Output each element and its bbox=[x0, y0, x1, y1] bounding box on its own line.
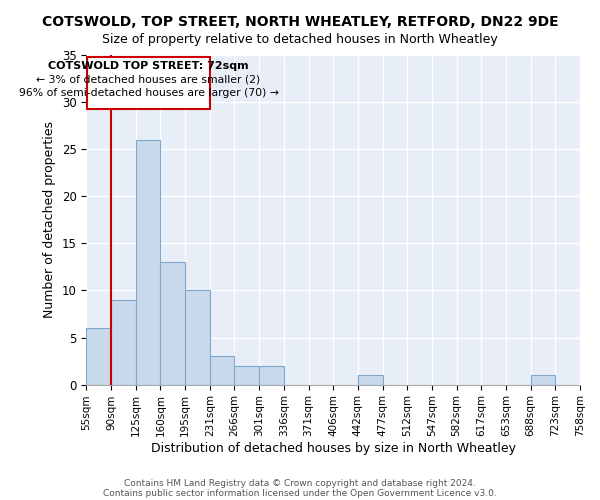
Text: Contains public sector information licensed under the Open Government Licence v3: Contains public sector information licen… bbox=[103, 488, 497, 498]
Bar bbox=[530, 375, 556, 384]
Bar bbox=[358, 375, 383, 384]
Bar bbox=[185, 290, 210, 384]
Text: COTSWOLD, TOP STREET, NORTH WHEATLEY, RETFORD, DN22 9DE: COTSWOLD, TOP STREET, NORTH WHEATLEY, RE… bbox=[41, 15, 559, 29]
Y-axis label: Number of detached properties: Number of detached properties bbox=[43, 122, 56, 318]
Text: 96% of semi-detached houses are larger (70) →: 96% of semi-detached houses are larger (… bbox=[19, 88, 278, 98]
Bar bbox=[87, 57, 211, 108]
Bar bbox=[210, 356, 235, 384]
Text: COTSWOLD TOP STREET: 72sqm: COTSWOLD TOP STREET: 72sqm bbox=[48, 60, 249, 70]
Bar bbox=[160, 262, 185, 384]
X-axis label: Distribution of detached houses by size in North Wheatley: Distribution of detached houses by size … bbox=[151, 442, 516, 455]
Text: Contains HM Land Registry data © Crown copyright and database right 2024.: Contains HM Land Registry data © Crown c… bbox=[124, 478, 476, 488]
Bar bbox=[235, 366, 259, 384]
Text: Size of property relative to detached houses in North Wheatley: Size of property relative to detached ho… bbox=[102, 32, 498, 46]
Bar bbox=[136, 140, 160, 384]
Bar bbox=[111, 300, 136, 384]
Bar bbox=[259, 366, 284, 384]
Text: ← 3% of detached houses are smaller (2): ← 3% of detached houses are smaller (2) bbox=[37, 75, 261, 85]
Bar bbox=[86, 328, 111, 384]
